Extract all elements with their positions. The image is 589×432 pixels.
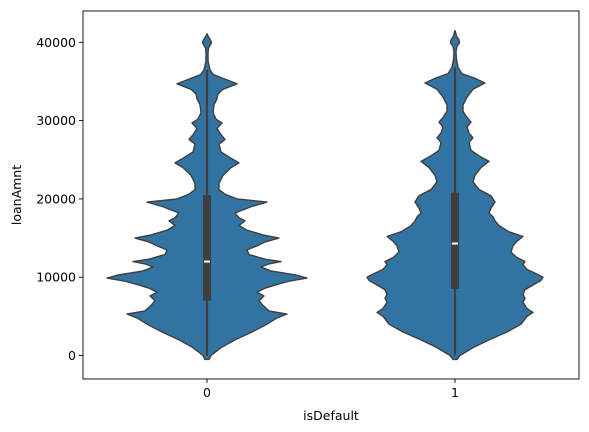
violins-group: [106, 29, 544, 361]
y-tick-label: 30000: [36, 113, 76, 128]
y-tick-label: 20000: [36, 191, 76, 206]
violin-iqr-box-0: [203, 195, 211, 301]
y-tick-label: 10000: [36, 270, 76, 285]
x-tick-label: 0: [203, 385, 211, 400]
x-axis-label: isDefault: [303, 408, 359, 423]
plot-frame: [82, 10, 580, 380]
y-tick-label: 40000: [36, 35, 76, 50]
y-tick-label: 0: [68, 348, 76, 363]
violin-iqr-box-1: [451, 192, 459, 289]
x-tick-label: 1: [451, 385, 459, 400]
y-axis-label: loanAmnt: [9, 165, 24, 225]
y-axis: 0 10000 20000 30000 40000: [36, 35, 83, 363]
